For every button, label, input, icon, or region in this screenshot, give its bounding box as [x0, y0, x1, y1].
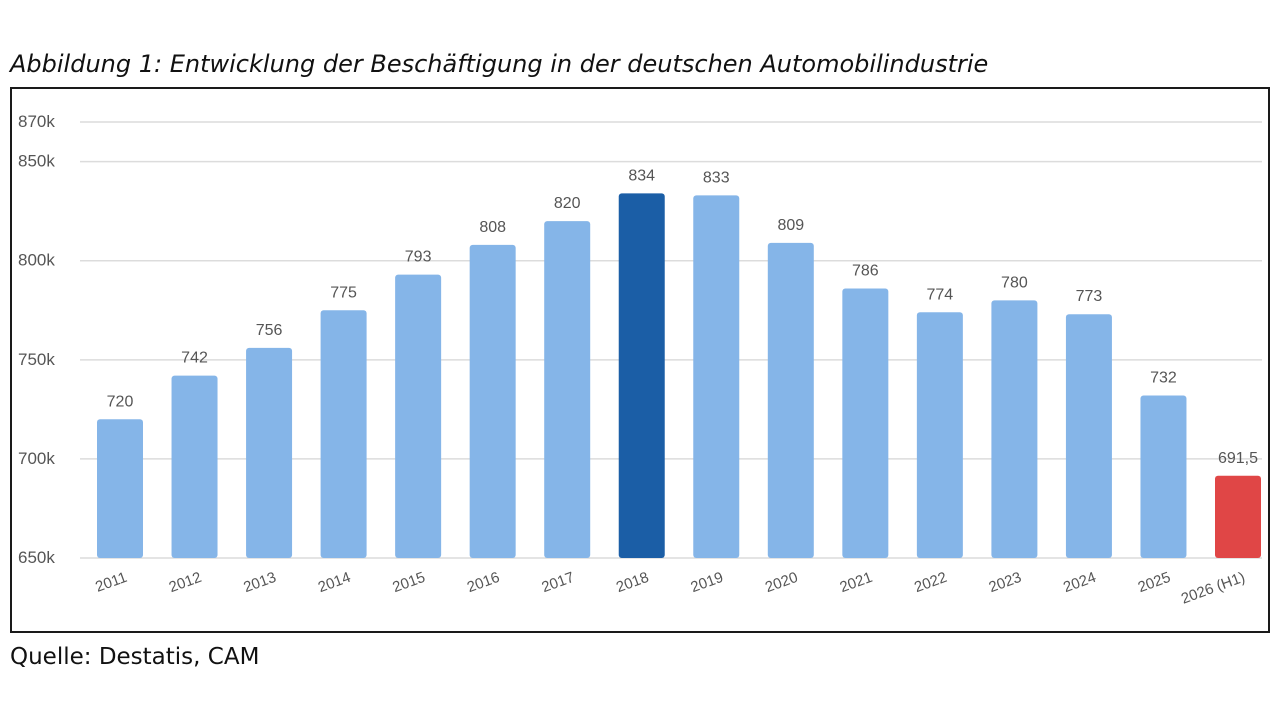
bar-2015	[395, 274, 442, 558]
bar-2022	[916, 312, 963, 558]
x-tick-label: 2011	[93, 569, 129, 596]
data-label: 786	[852, 262, 879, 279]
y-axis-ticks: 650k 700k 750k 800k 850k 870k	[18, 112, 55, 567]
bar-2017	[544, 221, 591, 558]
bar-chart: 650k 700k 750k 800k 850k 870k 720 742 756 775 793…	[18, 112, 1262, 608]
data-label: 773	[1076, 288, 1103, 305]
bar-2012	[171, 375, 218, 558]
x-tick-label: 2016	[465, 569, 502, 596]
bar-2025	[1140, 395, 1187, 558]
value-labels: 720 742 756 775 793 808 820 834 833 809 786 774 780 7…	[107, 167, 1258, 466]
data-label: 756	[256, 322, 283, 339]
y-tick-label: 870k	[18, 112, 55, 131]
bar-2023	[991, 300, 1038, 558]
data-label: 732	[1150, 369, 1177, 386]
data-label: 691,5	[1218, 450, 1258, 467]
y-tick-label: 850k	[18, 152, 55, 171]
bar-2026-H1	[1215, 475, 1261, 558]
data-label: 774	[927, 286, 954, 303]
x-tick-label: 2023	[987, 569, 1024, 596]
x-tick-label: 2014	[316, 569, 353, 596]
y-tick-label: 800k	[18, 251, 55, 270]
y-tick-label: 650k	[18, 548, 55, 567]
data-label: 780	[1001, 274, 1028, 291]
bar-2011	[97, 419, 143, 558]
x-axis-ticks: 2011 2012 2013 2014 2015 2016 2017 2018 2019 2020…	[93, 569, 1247, 608]
x-tick-label: 2012	[167, 569, 204, 596]
data-label: 833	[703, 169, 730, 186]
y-tick-label: 750k	[18, 350, 55, 369]
data-label: 742	[181, 350, 208, 367]
x-tick-label: 2019	[688, 569, 725, 596]
bar-2021	[842, 288, 889, 558]
bar-2013	[246, 347, 293, 558]
data-label: 808	[479, 219, 506, 236]
bar-2019	[693, 195, 740, 558]
x-tick-label: 2025	[1136, 569, 1173, 596]
data-label: 793	[405, 249, 432, 266]
x-tick-label: 2022	[912, 569, 949, 596]
data-label: 720	[107, 393, 134, 410]
data-label: 809	[777, 217, 804, 234]
bar-2016	[469, 244, 516, 558]
chart-frame: 650k 700k 750k 800k 850k 870k 720 742 756 775 793…	[10, 87, 1270, 633]
bar-2024	[1065, 314, 1112, 558]
data-label: 834	[628, 167, 655, 184]
source-note: Quelle: Destatis, CAM	[10, 644, 260, 670]
x-tick-label: 2018	[614, 569, 651, 596]
x-tick-label: 2024	[1061, 569, 1098, 596]
x-tick-label: 2026 (H1)	[1179, 569, 1247, 608]
x-tick-label: 2020	[763, 569, 800, 596]
x-tick-label: 2017	[539, 569, 576, 596]
bar-2014	[320, 310, 367, 558]
x-tick-label: 2013	[241, 569, 278, 596]
bar-2018	[618, 193, 665, 558]
bar-2020	[767, 242, 814, 558]
data-label: 775	[330, 284, 357, 301]
x-tick-label: 2015	[390, 569, 427, 596]
data-label: 820	[554, 195, 581, 212]
x-tick-label: 2021	[838, 569, 875, 596]
figure-caption: Abbildung 1: Entwicklung der Beschäftigu…	[10, 50, 989, 78]
y-tick-label: 700k	[18, 449, 55, 468]
bars	[97, 193, 1261, 558]
